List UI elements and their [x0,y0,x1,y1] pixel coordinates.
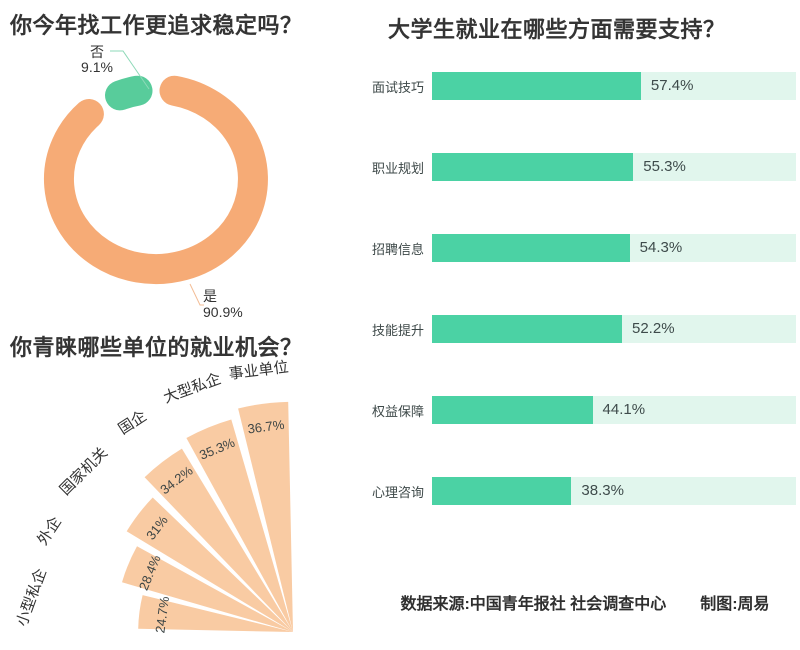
bar-value: 52.2% [632,320,675,337]
bar-value: 38.3% [581,482,624,499]
bar-fill [432,234,630,262]
bar-row: 技能提升 52.2% [372,315,796,343]
donut-label-line-是 [189,283,204,306]
bar-track: 38.3% [432,477,796,505]
bar-row: 心理咨询 38.3% [372,477,796,505]
bar-track: 44.1% [432,396,796,424]
bar-fill [432,315,622,343]
fan-wedge-国家机关 [126,497,293,632]
bar-fill [432,396,593,424]
fan-chart: 36.7%事业单位35.3%大型私企34.2%国企31%国家机关28.4%外企2… [13,359,293,634]
fan-category-label: 大型私企 [161,369,224,406]
bar-category-label: 权益保障 [372,403,425,419]
fan-category-label: 事业单位 [228,359,290,383]
bar-track: 57.4% [432,72,796,100]
bar-category-label: 心理咨询 [372,484,425,500]
bar-chart-title: 大学生就业在哪些方面需要支持？ [388,17,726,42]
donut-slice-value: 90.9% [203,304,243,320]
bar-value: 57.4% [650,77,694,94]
fan-wedge-外企 [122,546,293,632]
fan-wedge-小型私企 [138,595,293,632]
bar-category-label: 面试技巧 [372,79,425,95]
fan-category-label: 国企 [115,407,150,438]
bar-value: 55.3% [643,158,686,175]
fan-chart-title: 你青睐哪些单位的就业机会？ [10,335,303,360]
bar-category-label: 职业规划 [372,160,425,176]
fan-wedge-value: 36.7% [247,417,286,437]
bar-row: 面试技巧 57.4% [372,72,796,100]
fan-wedge-大型私企 [186,419,293,632]
donut-slice-否 [105,75,153,111]
donut-slice-是 [44,75,268,285]
bar-fill [432,72,641,100]
bar-row: 权益保障 44.1% [372,396,796,424]
fan-wedge-国企 [144,448,293,632]
bar-row: 职业规划 55.3% [372,153,796,181]
fan-category-label: 外企 [33,513,64,548]
bar-category-label: 技能提升 [372,322,425,338]
bar-category-label: 招聘信息 [372,241,425,257]
bar-row: 招聘信息 54.3% [372,234,796,262]
fan-category-label: 小型私企 [13,566,50,629]
bar-track: 55.3% [432,153,796,181]
donut-chart-title: 你今年找工作更追求稳定吗？ [10,13,303,38]
donut-slice-name: 否 [90,44,104,60]
data-source-text: 数据来源:中国青年报社 社会调查中心 [400,596,667,613]
fan-category-label: 国家机关 [57,444,111,498]
donut-label-line-否 [110,50,150,90]
bar-value: 44.1% [602,401,646,418]
donut-chart: 是90.9% 否9.1% [44,44,268,320]
bar-track: 52.2% [432,315,796,343]
bar-chart: 面试技巧 57.4% 职业规划 55.3% 招聘信息 54.3% 技能提升 52.2% 权益保障… [372,72,796,558]
footer: 数据来源:中国青年报社 社会调查中心 制图:周易 [370,590,800,614]
bar-fill [432,477,572,505]
bar-value: 54.3% [639,239,683,256]
fan-wedge-value: 24.7% [152,595,172,634]
fan-wedge-事业单位 [238,401,293,632]
donut-slice-name: 是 [203,288,217,304]
bar-fill [432,153,634,181]
donut-slice-value: 9.1% [81,59,113,75]
bar-track: 54.3% [432,234,796,262]
credit-text: 制图:周易 [700,596,770,613]
